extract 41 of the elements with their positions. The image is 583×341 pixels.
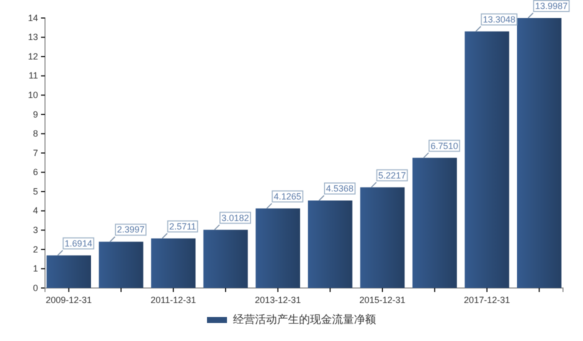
bar <box>517 18 562 288</box>
data-label: 5.2217 <box>378 170 406 180</box>
data-label: 1.6914 <box>64 238 92 248</box>
y-tick-label: 9 <box>32 109 38 120</box>
bar <box>308 200 352 288</box>
data-label: 6.7510 <box>430 140 458 151</box>
y-tick-label: 4 <box>32 206 38 216</box>
bar <box>46 255 91 288</box>
bar <box>256 208 300 288</box>
bar <box>464 31 510 288</box>
y-tick-label: 1 <box>32 264 38 274</box>
data-label: 4.1265 <box>274 191 302 202</box>
data-label: 13.9987 <box>535 1 568 12</box>
y-tick-label: 8 <box>32 128 38 139</box>
x-tick-label: 2009-12-31 <box>46 295 92 306</box>
x-tick-label: 2011-12-31 <box>150 295 196 306</box>
y-tick-label: 10 <box>28 90 38 100</box>
legend-label: 经营活动产生的现金流量净额 <box>233 313 376 326</box>
bar <box>412 158 457 288</box>
y-tick-label: 7 <box>32 148 38 158</box>
y-tick-label: 6 <box>32 167 38 178</box>
data-label: 2.3997 <box>116 224 144 235</box>
x-tick-label: 2017-12-31 <box>464 295 510 306</box>
y-tick-label: 0 <box>32 282 38 293</box>
y-tick-label: 5 <box>32 186 38 196</box>
y-tick-label: 13 <box>28 32 38 42</box>
bar <box>360 187 405 288</box>
y-tick-label: 12 <box>28 51 38 62</box>
data-label: 2.5711 <box>169 221 196 232</box>
y-tick-label: 3 <box>32 225 38 236</box>
bar <box>151 238 196 288</box>
x-tick-label: 2013-12-31 <box>254 295 301 306</box>
data-label: 3.0182 <box>221 212 250 223</box>
bar <box>203 230 248 288</box>
y-tick-label: 11 <box>28 70 38 81</box>
bar <box>98 242 144 288</box>
data-label: 4.5368 <box>326 184 354 194</box>
y-tick-label: 2 <box>32 244 38 254</box>
data-label: 13.3048 <box>482 14 516 24</box>
y-tick-label: 14 <box>28 12 38 23</box>
x-tick-label: 2015-12-31 <box>359 295 406 306</box>
